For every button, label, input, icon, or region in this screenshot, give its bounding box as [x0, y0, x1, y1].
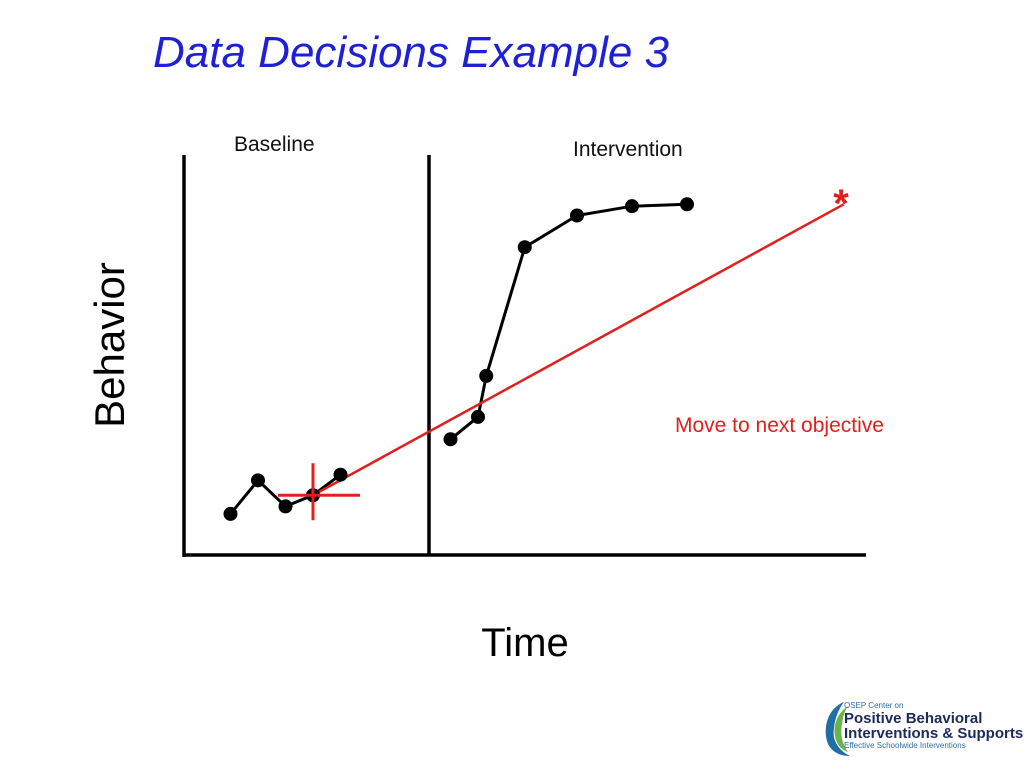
data-point-baseline-5 — [333, 467, 348, 482]
phase-label-intervention: Intervention — [573, 138, 683, 161]
annotation-asterisk: * — [833, 182, 849, 226]
data-point-intervention-4 — [517, 240, 532, 255]
logo-line-3: Interventions & Supports — [844, 725, 1024, 742]
chart-marks — [223, 197, 845, 521]
data-point-baseline-2 — [251, 473, 265, 488]
data-point-intervention-7 — [680, 197, 694, 212]
phase-label-baseline: Baseline — [234, 133, 315, 156]
aim-line — [312, 203, 845, 497]
data-point-intervention-6 — [625, 199, 639, 214]
logo-swoosh-icon — [825, 702, 850, 756]
x-axis-label: Time — [481, 621, 568, 665]
y-axis-label: Behavior — [86, 262, 133, 428]
slide-title: Data Decisions Example 3 — [153, 28, 670, 77]
annotation-text: Move to next objective — [675, 414, 884, 437]
logo-line-2: Positive Behavioral — [844, 710, 983, 727]
logo-line-4: Effective Schoolwide Interventions — [844, 741, 966, 750]
data-point-baseline-3 — [278, 499, 293, 514]
series-line-intervention — [449, 202, 688, 441]
pbis-logo: OSEP Center on Positive Behavioral Inter… — [822, 698, 1023, 758]
data-point-intervention-5 — [570, 208, 584, 223]
data-point-baseline-1 — [223, 506, 238, 521]
logo-line-1: OSEP Center on — [844, 701, 904, 710]
data-point-intervention-3 — [479, 368, 494, 383]
data-point-intervention-2 — [471, 409, 485, 424]
chart-axes — [182, 155, 866, 557]
data-point-intervention-1 — [443, 432, 458, 447]
